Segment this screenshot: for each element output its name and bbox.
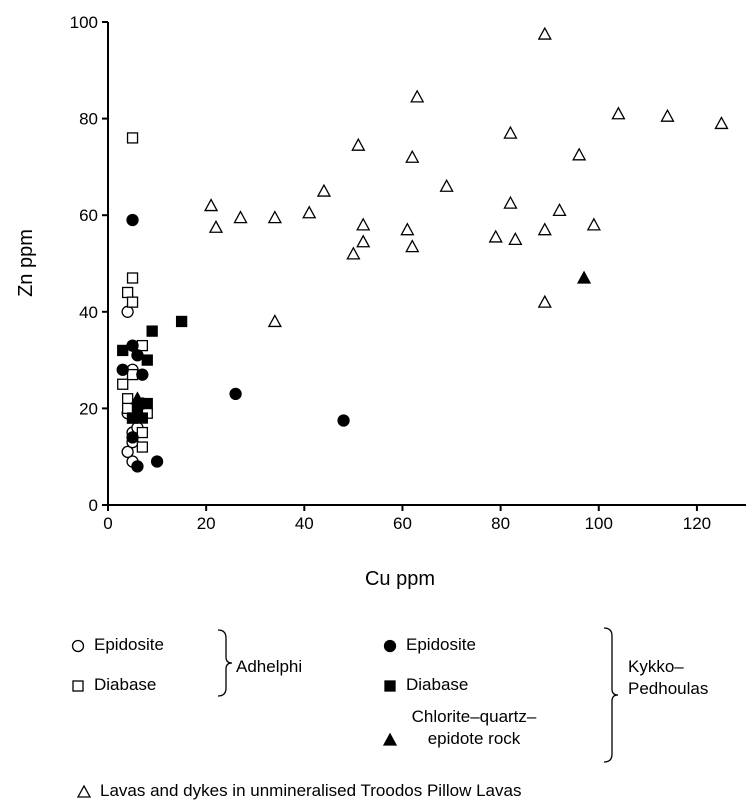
point [203,198,219,212]
y-tick-label: 60 [79,206,98,225]
point [131,460,144,473]
point [175,315,188,328]
legend-marker [384,680,396,692]
legend-label: Chlorite–quartz–epidote rock [411,707,537,748]
point [405,239,420,253]
point [76,784,92,798]
point [537,222,552,236]
legend-marker [383,639,397,653]
point [410,89,425,103]
point [346,246,361,260]
x-tick-label: 40 [295,514,314,533]
point [503,125,518,139]
point [117,378,129,390]
point [130,391,145,405]
point [351,137,366,151]
legend-item: Diabase [70,674,220,696]
point [208,219,224,233]
point [356,217,371,231]
point [150,455,164,468]
point [141,354,153,366]
x-axis-label: Cu ppm [365,568,435,590]
point [576,270,592,284]
x-tick-label: 0 [103,514,112,533]
point [267,210,282,224]
point [488,229,503,243]
x-tick-label: 80 [491,514,510,533]
y-tick-label: 80 [79,110,98,129]
point [337,414,350,427]
point [117,344,129,357]
point [267,314,282,328]
x-tick-label: 100 [585,514,613,533]
legend-group-label: Adhelphi [236,657,303,676]
x-tick-label: 60 [393,514,412,533]
point [126,213,139,227]
point [714,116,729,130]
point [382,732,398,746]
point [537,294,552,308]
point [400,222,415,236]
point [233,210,248,224]
legend-group-label: Kykko–Pedhoulas [628,657,709,698]
legend-item: Diabase [382,674,612,696]
point [126,272,139,284]
point [405,149,420,163]
point [552,203,567,217]
x-tick-label: 120 [683,514,711,533]
point [316,183,332,197]
point [537,26,552,40]
point [660,108,675,122]
point [611,106,626,120]
y-axis-label: Zn ppm [15,229,37,297]
point [136,368,149,381]
legend-marker [76,784,92,798]
legend-item: Chlorite–quartz–epidote rock [382,706,542,750]
point [136,441,149,453]
point [302,205,317,219]
brace [603,627,619,763]
chart: Cu ppm Zn ppm 0 20 40 60 80 100 120 0 20 40 60 80 10… [15,13,746,590]
legend-label: Diabase [406,675,469,694]
x-tick-label: 20 [197,514,216,533]
legend-marker [72,680,84,692]
point [586,217,601,231]
point [126,412,139,424]
legend-label: Lavas and dykes in unmineralised Troodos… [100,781,522,800]
legend-item: Lavas and dykes in unmineralised Troodos… [76,780,755,802]
point [229,387,242,401]
legend-label: Diabase [94,675,157,694]
point [72,680,84,692]
point [383,639,397,653]
legend-label: Epidosite [406,635,476,654]
legend-label: Epidosite [94,635,164,654]
point [126,431,139,444]
point [126,296,139,308]
y-tick-label: 40 [79,303,98,322]
point [126,132,139,144]
legend-marker [382,732,398,746]
point [116,363,129,376]
point [146,325,158,337]
point [503,195,518,209]
point [439,178,454,192]
point [121,445,134,459]
point [71,639,85,653]
y-tick-label: 100 [70,13,98,32]
legend-marker [71,639,85,653]
legend-item: Epidosite [70,634,220,656]
legend-item: Epidosite [382,634,612,656]
point [508,231,523,246]
y-tick-label: 20 [79,399,98,418]
point [572,147,587,161]
brace [217,629,233,697]
point [136,426,149,439]
y-tick-label: 0 [89,496,98,515]
point [356,234,371,248]
point [384,680,396,692]
